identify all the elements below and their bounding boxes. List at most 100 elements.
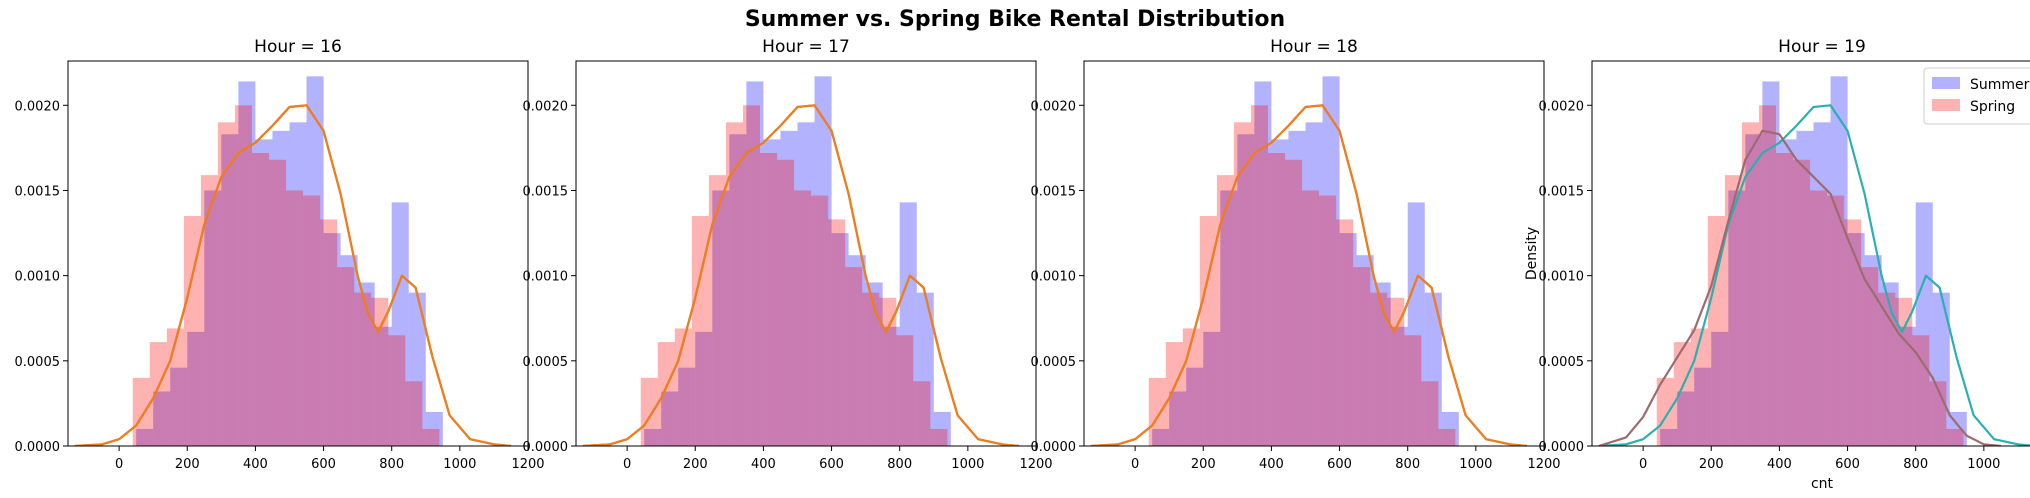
chart-panel-2: 0 200 400 600 800 1000 1200 0.0000 0.0005 0.0010 0… <box>523 37 1053 472</box>
summer-bar-13 <box>1881 282 1899 446</box>
summer-bar-17 <box>933 411 951 446</box>
spring-bar-12 <box>337 267 355 446</box>
x-tick-label: 1000 <box>443 457 476 472</box>
x-tick-label: 800 <box>1903 457 1928 472</box>
summer-bar-11 <box>323 233 341 446</box>
legend-swatch-spring <box>1932 99 1960 111</box>
kde-line-spring <box>74 104 512 446</box>
x-tick-label: 1200 <box>1527 457 1560 472</box>
y-tick-label: 0.0010 <box>1031 270 1077 285</box>
spring-bar-17 <box>1946 428 1964 446</box>
x-tick-label: 1000 <box>1459 457 1492 472</box>
summer-bar-9 <box>289 122 307 446</box>
summer-bar-7 <box>1779 139 1797 446</box>
summer-bar-7 <box>1271 139 1289 446</box>
spring-bar-14 <box>371 297 389 446</box>
x-tick-label: 200 <box>683 457 708 472</box>
summer-bar-11 <box>831 233 849 446</box>
y-tick-label: 0.0000 <box>15 440 61 455</box>
spring-bar-12 <box>845 267 863 446</box>
legend-frame <box>1923 67 2030 125</box>
x-axis-label: cnt <box>1811 476 1834 492</box>
spring-bar-14 <box>1895 297 1913 446</box>
spring-bar-6 <box>1250 105 1268 446</box>
summer-bar-11 <box>1847 233 1865 446</box>
spring-bar-10 <box>303 195 321 446</box>
summer-bar-3 <box>1711 331 1729 446</box>
spring-bar-13 <box>862 292 880 446</box>
x-tick-label: 1200 <box>1019 457 1052 472</box>
spring-bar-11 <box>828 219 846 446</box>
summer-bar-1 <box>153 391 171 446</box>
y-tick-label: 0.0015 <box>1539 184 1585 199</box>
summer-bar-4 <box>712 190 730 446</box>
spring-bar-7 <box>760 152 778 446</box>
panels: 0 200 400 600 800 1000 1200 0.0000 0.0005 0.0010 0… <box>15 37 2030 492</box>
panel-title: Hour = 17 <box>762 37 850 57</box>
summer-bar-13 <box>1373 282 1391 446</box>
summer-bar-17 <box>425 411 443 446</box>
x-tick-label: 600 <box>1327 457 1352 472</box>
spring-bar-10 <box>1319 195 1337 446</box>
summer-bar-2 <box>1694 367 1712 446</box>
summer-bar-13 <box>357 282 375 446</box>
y-tick-label: 0.0015 <box>523 184 569 199</box>
summer-bar-3 <box>187 331 205 446</box>
y-tick-label: 0.0000 <box>523 440 569 455</box>
summer-bar-15 <box>391 202 409 446</box>
spring-bar-13 <box>1878 292 1896 446</box>
summer-bar-14 <box>374 326 392 446</box>
x-tick-label: 200 <box>175 457 200 472</box>
y-tick-label: 0.0020 <box>1031 99 1077 114</box>
x-tick-label: 600 <box>1835 457 1860 472</box>
spring-bar-5 <box>1741 122 1759 446</box>
spring-bar-10 <box>1827 195 1845 446</box>
spring-bar-6 <box>1758 105 1776 446</box>
spring-bar-4 <box>200 175 218 446</box>
summer-bar-4 <box>1728 190 1746 446</box>
summer-bar-8 <box>780 130 798 446</box>
spring-bar-12 <box>1353 267 1371 446</box>
summer-bar-0 <box>136 428 154 446</box>
chart-panel-3: 0 200 400 600 800 1000 1200 0.0000 0.0005 0.0010 0… <box>1031 37 1561 472</box>
y-tick-label: 0.0015 <box>15 184 61 199</box>
spring-bar-1 <box>657 342 675 446</box>
spring-bar-11 <box>1844 219 1862 446</box>
summer-bar-11 <box>1339 233 1357 446</box>
summer-bar-5 <box>729 134 747 446</box>
summer-bar-6 <box>1254 81 1272 446</box>
spring-bar-8 <box>269 159 287 446</box>
axes-frame <box>67 60 529 447</box>
spring-bar-1 <box>149 342 167 446</box>
chart-panel-1: 0 200 400 600 800 1000 1200 0.0000 0.0005 0.0010 0… <box>15 37 545 472</box>
spring-bar-7 <box>1268 152 1286 446</box>
x-tick-label: 0 <box>115 457 123 472</box>
y-tick-label: 0.0005 <box>15 355 61 370</box>
x-tick-label: 0 <box>1131 457 1139 472</box>
x-tick-label: 800 <box>1395 457 1420 472</box>
legend-swatch-summer <box>1932 77 1960 89</box>
summer-bar-16 <box>916 292 934 446</box>
summer-bar-9 <box>1813 122 1831 446</box>
spring-bar-0 <box>132 377 150 446</box>
summer-bar-5 <box>1237 134 1255 446</box>
x-tick-label: 400 <box>1259 457 1284 472</box>
y-tick-label: 0.0005 <box>523 355 569 370</box>
x-tick-label: 0 <box>623 457 631 472</box>
spring-bar-17 <box>422 428 440 446</box>
spring-bar-9 <box>1810 190 1828 446</box>
y-tick-label: 0.0020 <box>523 99 569 114</box>
chart-panel-4: 0 200 400 600 800 1000 1200 0.0000 0.0005 0.0010 0… <box>1524 37 2030 492</box>
y-tick-label: 0.0010 <box>523 270 569 285</box>
y-tick-label: 0.0000 <box>1031 440 1077 455</box>
x-tick-label: 400 <box>751 457 776 472</box>
spring-bar-0 <box>1148 377 1166 446</box>
summer-bar-2 <box>678 367 696 446</box>
kde-line-spring <box>1598 129 2001 446</box>
summer-bar-10 <box>306 76 324 446</box>
summer-bar-8 <box>1796 130 1814 446</box>
spring-bar-12 <box>1861 267 1879 446</box>
legend: Summer Spring <box>1923 67 2030 125</box>
axes-frame <box>1591 60 2030 447</box>
spring-bar-16 <box>405 381 423 446</box>
